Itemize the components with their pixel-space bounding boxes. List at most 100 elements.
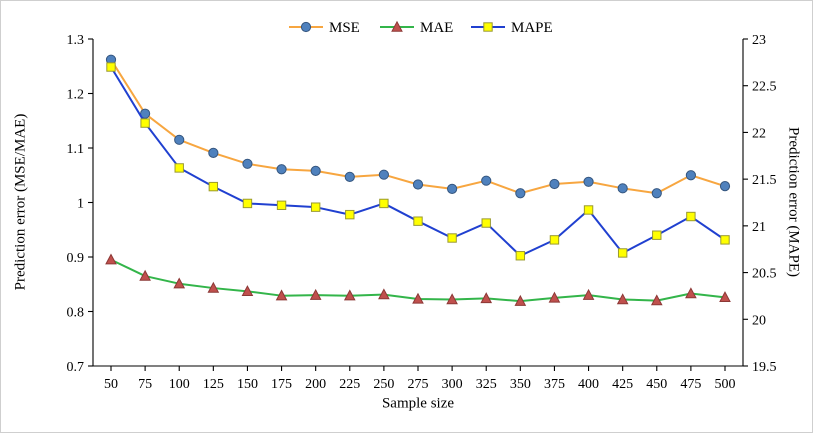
legend-label-mae: MAE	[420, 20, 453, 36]
y-right-tick-label: 23	[752, 33, 766, 48]
series-mae	[105, 253, 731, 306]
mse-marker-circle	[583, 176, 594, 187]
y-axis-left-title: Prediction error (MSE/MAE)	[12, 113, 29, 291]
x-tick-label: 100	[169, 377, 190, 392]
mse-marker-circle	[300, 21, 312, 33]
x-tick-label: 250	[373, 377, 394, 392]
mape-marker-square	[686, 211, 696, 222]
y-right-tick-label: 19.5	[752, 360, 777, 375]
mse-marker-circle	[447, 183, 458, 194]
y-left-tick-label: 1.3	[67, 33, 85, 48]
y-right-tick-label: 22.5	[752, 80, 777, 95]
y-right-tick-label: 21.5	[752, 173, 777, 188]
mae-marker-triangle	[685, 287, 697, 299]
x-tick-label: 400	[578, 377, 599, 392]
y-right-tick-label: 22	[752, 126, 766, 141]
mae-marker-triangle	[105, 253, 117, 265]
y-left-tick-label: 0.9	[67, 251, 85, 266]
y-left-tick-label: 1	[77, 197, 84, 212]
x-tick-label: 425	[612, 377, 633, 392]
mae-marker-triangle	[446, 293, 458, 305]
mae-marker-triangle	[378, 288, 390, 300]
series-line-mse	[110, 59, 726, 195]
mae-marker-triangle	[309, 288, 322, 300]
mae-marker-triangle	[582, 288, 595, 300]
x-tick-label: 375	[544, 377, 565, 392]
mae-marker-triangle	[548, 291, 561, 303]
axes	[88, 38, 748, 371]
mae-marker-triangle	[173, 277, 186, 289]
mae-marker-triangle	[480, 292, 493, 304]
mse-marker-circle	[310, 165, 321, 176]
mse-marker-circle	[412, 179, 424, 190]
x-tick-label: 325	[476, 377, 497, 392]
mae-marker-triangle	[207, 281, 220, 293]
mse-marker-circle	[549, 178, 560, 190]
legend-label-mape: MAPE	[511, 20, 553, 36]
mae-marker-triangle	[343, 289, 356, 301]
y-left-tick-label: 1.1	[67, 142, 85, 157]
mape-marker-square	[617, 248, 628, 258]
mape-marker-square	[379, 198, 389, 209]
y-left-tick-label: 1.2	[67, 88, 85, 103]
series-mape	[106, 62, 730, 261]
x-tick-label: 350	[510, 377, 531, 392]
mape-marker-square	[310, 202, 321, 212]
series-mse	[105, 54, 731, 199]
mse-marker-circle	[719, 181, 731, 192]
mse-marker-circle	[208, 147, 219, 159]
mae-marker-triangle	[719, 291, 731, 303]
y-right-tick-label: 20.5	[752, 267, 777, 282]
mape-marker-square	[208, 181, 219, 192]
legend: MSE MAE MAPE	[289, 20, 553, 36]
mape-marker-square	[447, 233, 457, 243]
mse-marker-circle	[685, 170, 696, 181]
mse-marker-circle	[276, 164, 287, 175]
mape-marker-square	[483, 22, 493, 32]
legend-label-mse: MSE	[329, 20, 360, 36]
mae-marker-triangle	[241, 285, 254, 297]
x-tick-label: 175	[271, 377, 292, 392]
mae-marker-triangle	[139, 269, 151, 281]
y-left-tick-label: 0.8	[67, 306, 85, 321]
x-tick-label: 300	[442, 377, 463, 392]
x-tick-label: 75	[138, 377, 152, 392]
mae-marker-triangle	[616, 293, 629, 305]
mae-marker-triangle	[275, 289, 288, 301]
x-tick-label: 275	[408, 377, 429, 392]
mape-marker-square	[413, 216, 423, 226]
mae-marker-triangle	[391, 20, 403, 32]
mape-marker-square	[720, 235, 730, 245]
mape-marker-square	[106, 62, 116, 72]
y-right-tick-label: 21	[752, 220, 766, 235]
mae-marker-triangle	[412, 292, 424, 304]
mse-marker-circle	[378, 169, 389, 180]
mape-marker-square	[583, 205, 594, 215]
mape-marker-square	[652, 230, 662, 240]
mape-marker-square	[276, 200, 287, 211]
mape-marker-square	[481, 218, 491, 228]
mse-marker-circle	[481, 175, 492, 186]
mse-marker-circle	[651, 188, 662, 199]
series-line-mape	[110, 66, 726, 257]
mape-marker-square	[242, 198, 253, 209]
mse-marker-circle	[242, 158, 253, 169]
mse-marker-circle	[344, 171, 355, 182]
x-tick-label: 225	[339, 377, 360, 392]
x-tick-label: 50	[104, 377, 118, 392]
x-tick-label: 500	[715, 377, 736, 392]
tick-labels: 0.7 0.8 0.9 1 1.1 1.2 1.3 19.5 20 20.5 21 21.5 22 22.…	[67, 33, 777, 392]
y-axis-right-title: Prediction error (MAPE)	[785, 127, 802, 277]
x-tick-label: 125	[203, 377, 224, 392]
mse-marker-circle	[515, 188, 526, 199]
mape-marker-square	[515, 251, 526, 261]
x-tick-label: 475	[680, 377, 701, 392]
mae-marker-triangle	[514, 294, 527, 306]
mape-marker-square	[345, 209, 355, 220]
mape-marker-square	[174, 163, 184, 173]
mae-marker-triangle	[650, 294, 663, 306]
y-left-tick-label: 0.7	[67, 360, 85, 375]
x-tick-label: 450	[646, 377, 667, 392]
